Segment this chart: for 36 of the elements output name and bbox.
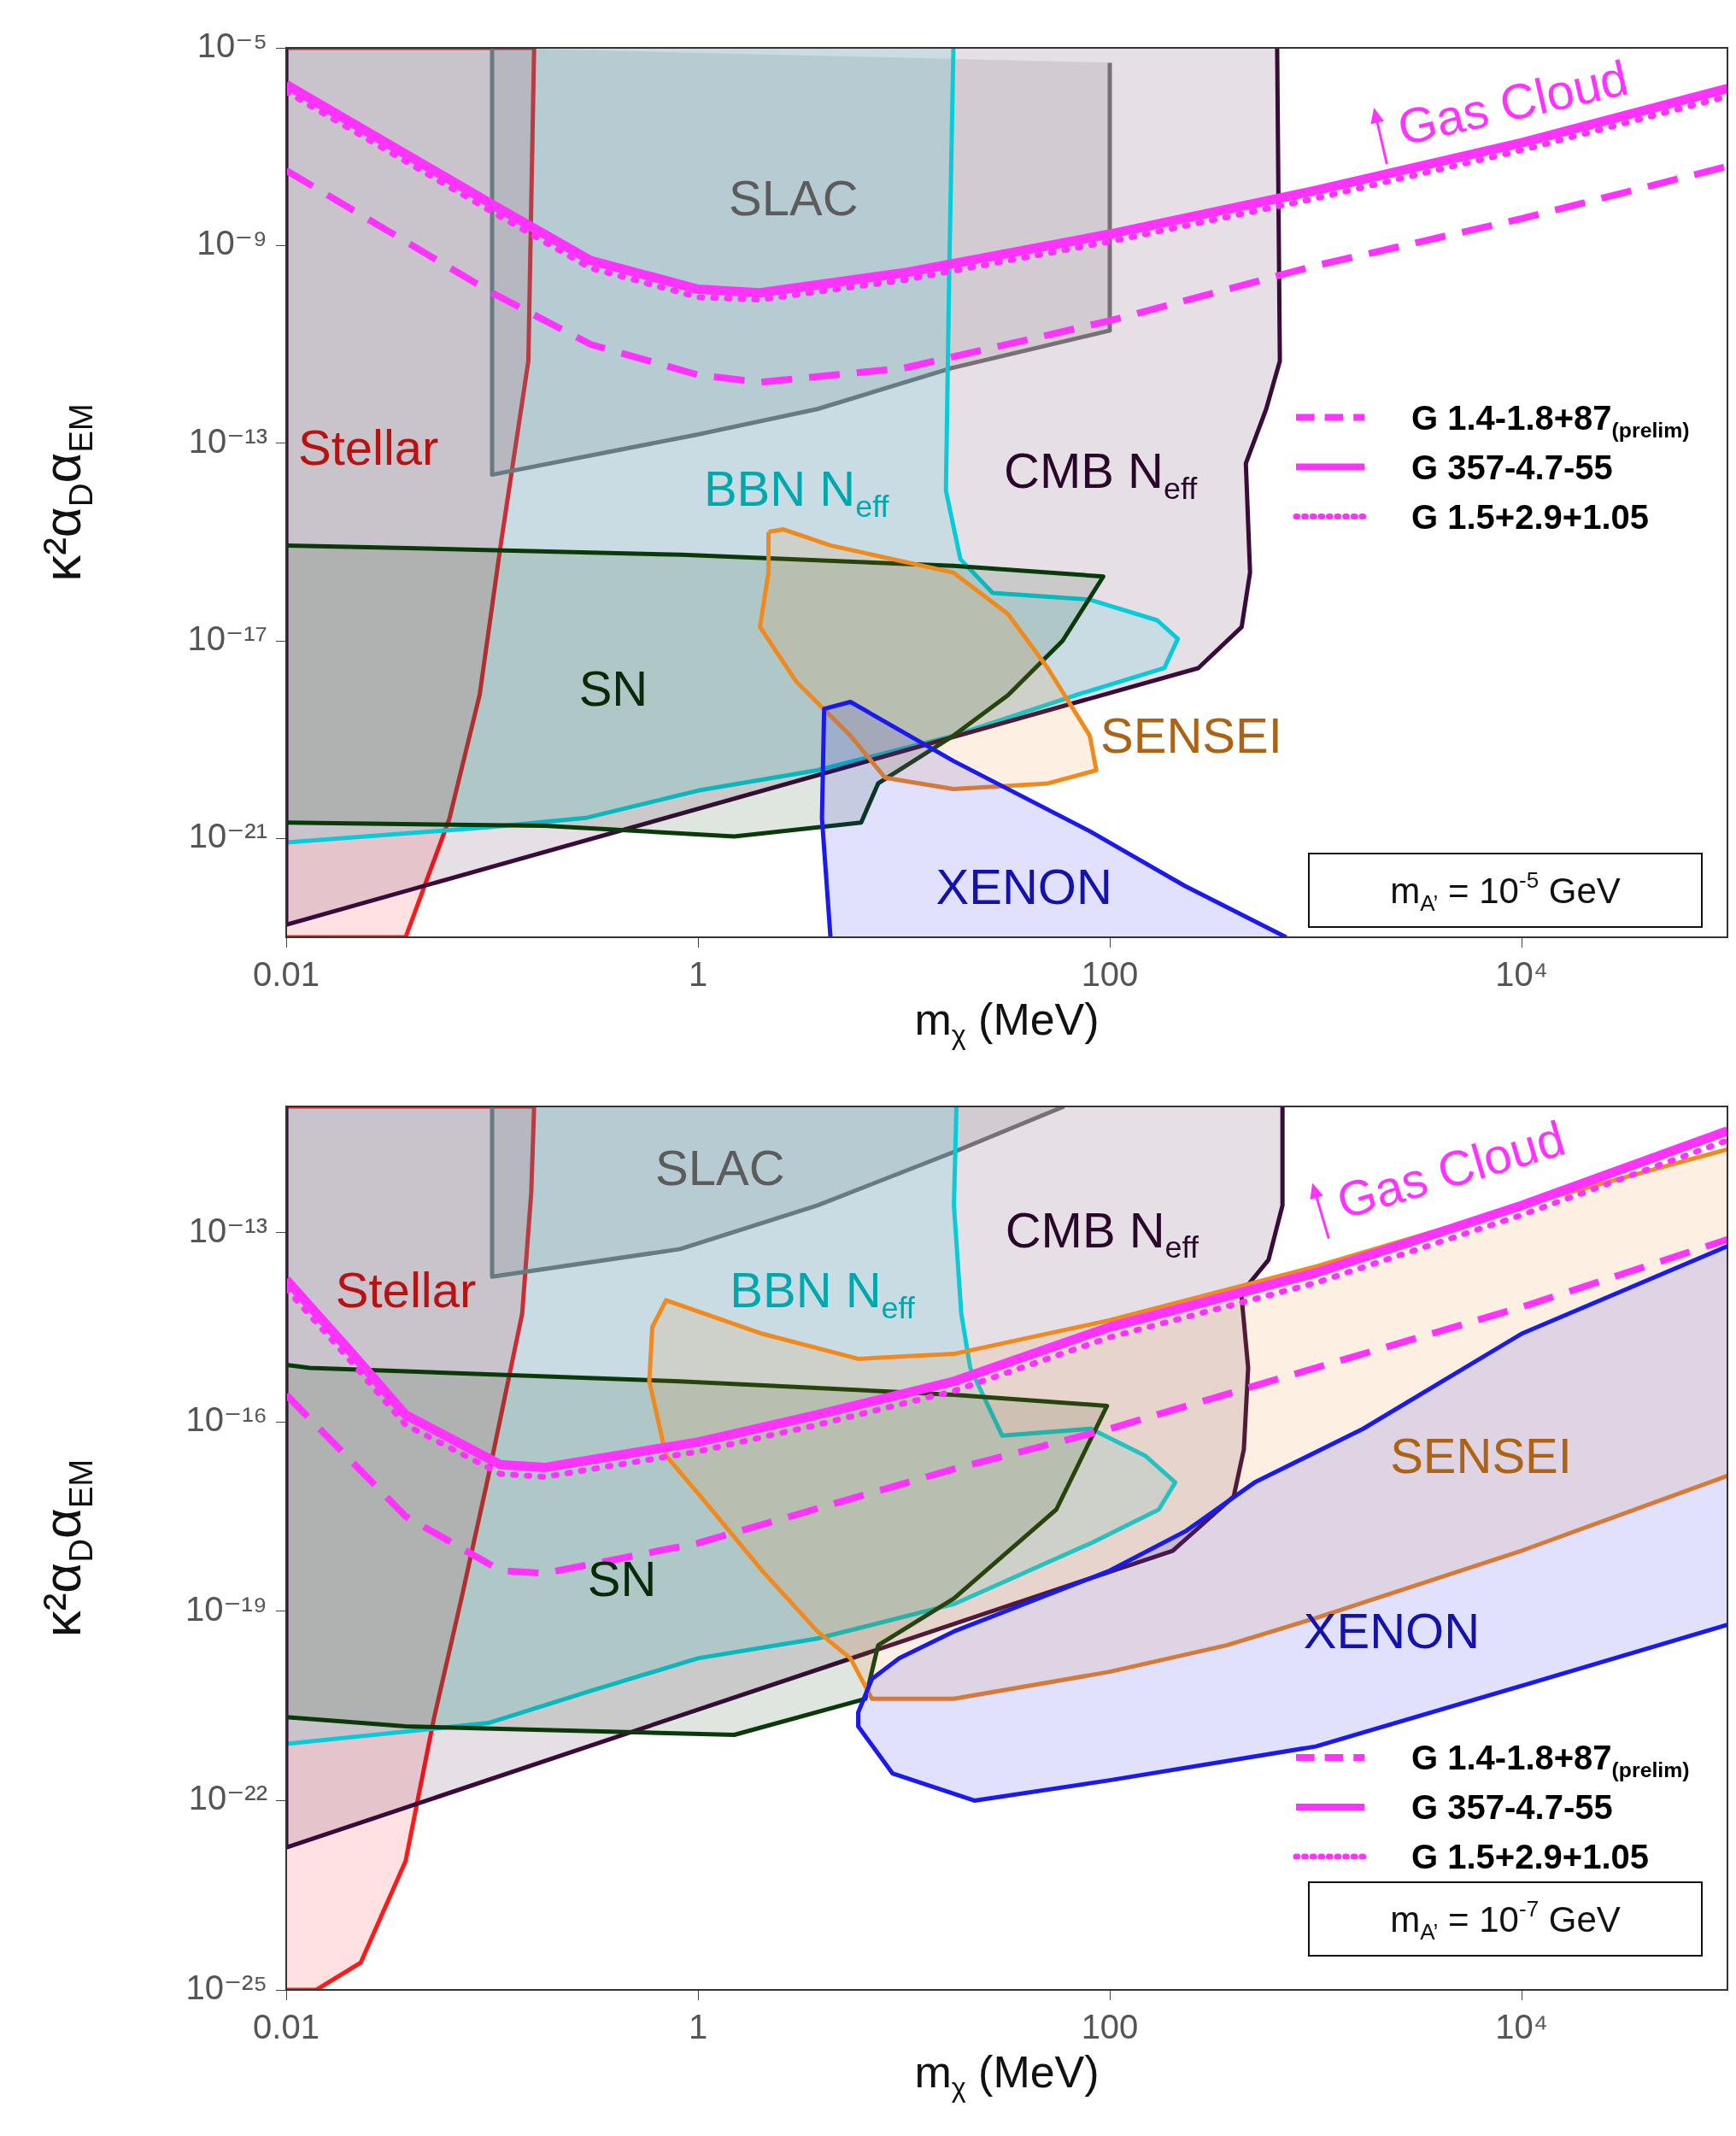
series-label: SN [578,660,648,717]
y-tick-label: 10⁻⁵ [196,26,267,65]
y-tick-label: 10⁻¹⁷ [187,619,267,658]
y-axis-title: κ²αDαEM [32,1458,99,1638]
series-label: Stellar [297,420,439,476]
series-label: SLAC [729,169,859,226]
legend-label: G 357-4.7-55 [1411,1788,1613,1827]
legend-label: G 1.5+2.9+1.05 [1411,1838,1650,1876]
series-label: SENSEI [1390,1428,1572,1484]
series-label: SN [587,1551,657,1607]
series-label: XENON [935,858,1112,914]
y-tick-label: 10⁻⁹ [196,224,267,262]
y-tick-label: 10⁻¹³ [188,421,267,460]
legend-label: G 357-4.7-55 [1411,448,1613,486]
y-tick-label: 10⁻²² [188,1779,267,1817]
series-label: Stellar [335,1261,477,1317]
x-tick-label: 1 [688,2008,708,2046]
y-tick-label: 10⁻²⁵ [185,1969,267,2007]
x-tick-label: 0.01 [253,955,320,994]
x-tick-label: 0.01 [253,2008,320,2046]
x-tick-label: 100 [1081,2008,1139,2046]
y-tick-label: 10⁻¹⁶ [185,1400,267,1439]
y-tick-label: 10⁻¹³ [188,1211,267,1249]
legend-label: G 1.5+2.9+1.05 [1411,497,1650,536]
annotation: Gas Cloud [1330,1110,1571,1229]
x-tick-label: 10⁴ [1495,955,1548,994]
series-label: XENON [1303,1603,1481,1659]
annotation: Gas Cloud [1393,50,1633,156]
y-axis-title: κ²αDαEM [32,403,99,582]
y-tick-label: 10⁻²¹ [188,817,267,855]
y-tick-label: 10⁻¹⁹ [185,1589,267,1628]
x-tick-label: 10⁴ [1495,2008,1548,2046]
x-tick-label: 1 [688,955,708,994]
x-tick-label: 100 [1081,955,1139,994]
series-label: SLAC [655,1140,785,1196]
series-label: SENSEI [1100,707,1282,763]
